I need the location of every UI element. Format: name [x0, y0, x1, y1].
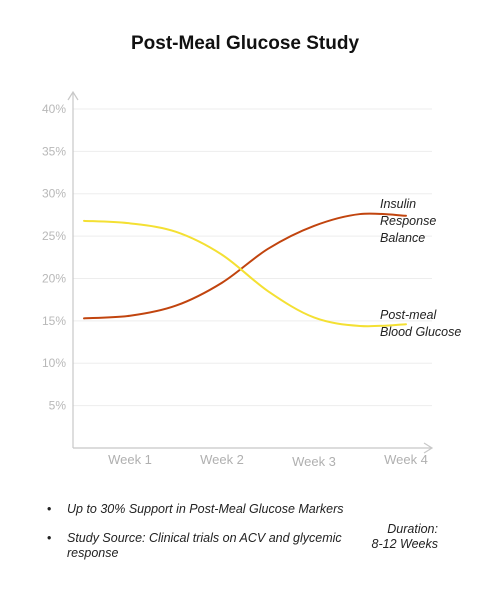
- y-axis-ticks: 5% 10% 15% 20% 25% 30% 35% 40%: [42, 102, 66, 413]
- y-axis: [67, 90, 79, 448]
- series-label: Balance: [380, 231, 425, 245]
- y-tick-label: 20%: [42, 271, 66, 285]
- series-lines: [83, 212, 407, 328]
- x-tick-label: Week 3: [292, 454, 336, 469]
- series-label: Insulin: [380, 197, 416, 211]
- chart-title: Post-Meal Glucose Study: [130, 33, 360, 54]
- gridlines: [73, 108, 432, 407]
- series-line-glucose: [83, 219, 407, 328]
- duration-label: Duration:: [387, 522, 438, 536]
- y-tick-label: 25%: [42, 229, 66, 243]
- x-tick-label: Week 2: [200, 452, 244, 467]
- y-tick-label: 10%: [42, 356, 66, 370]
- y-tick-label: 15%: [42, 314, 66, 328]
- study-notes: Up to 30% Support in Post-Meal Glucose M…: [47, 502, 377, 575]
- series-line-insulin: [83, 212, 407, 320]
- y-tick-label: 30%: [42, 187, 66, 201]
- line-chart: 5%10%15%20%25%30%35%40% Week 1 Week 2 Week…: [42, 90, 461, 469]
- y-tick-label: 35%: [42, 144, 66, 158]
- series-label: Blood Glucose: [380, 325, 461, 339]
- x-tick-label: Week 4: [384, 452, 428, 467]
- y-tick-label: 40%: [42, 102, 66, 116]
- x-axis-ticks: Week 1 Week 2 Week 3 Week 4: [108, 452, 428, 469]
- series-label: Response: [380, 214, 436, 228]
- series-label: Post-meal: [380, 308, 437, 322]
- series-labels: Insulin Response Balance Post-meal Blood Glu…: [380, 197, 461, 339]
- note-source: Study Source: Clinical trials on ACV and…: [47, 531, 377, 561]
- y-tick-label: 5%: [49, 399, 67, 413]
- x-tick-label: Week 1: [108, 452, 152, 467]
- x-axis: [73, 442, 434, 454]
- duration-info: Duration: 8-12 Weeks: [360, 522, 438, 552]
- note-support: Up to 30% Support in Post-Meal Glucose M…: [47, 502, 377, 517]
- duration-value: 8-12 Weeks: [371, 537, 438, 551]
- axes: [67, 90, 434, 454]
